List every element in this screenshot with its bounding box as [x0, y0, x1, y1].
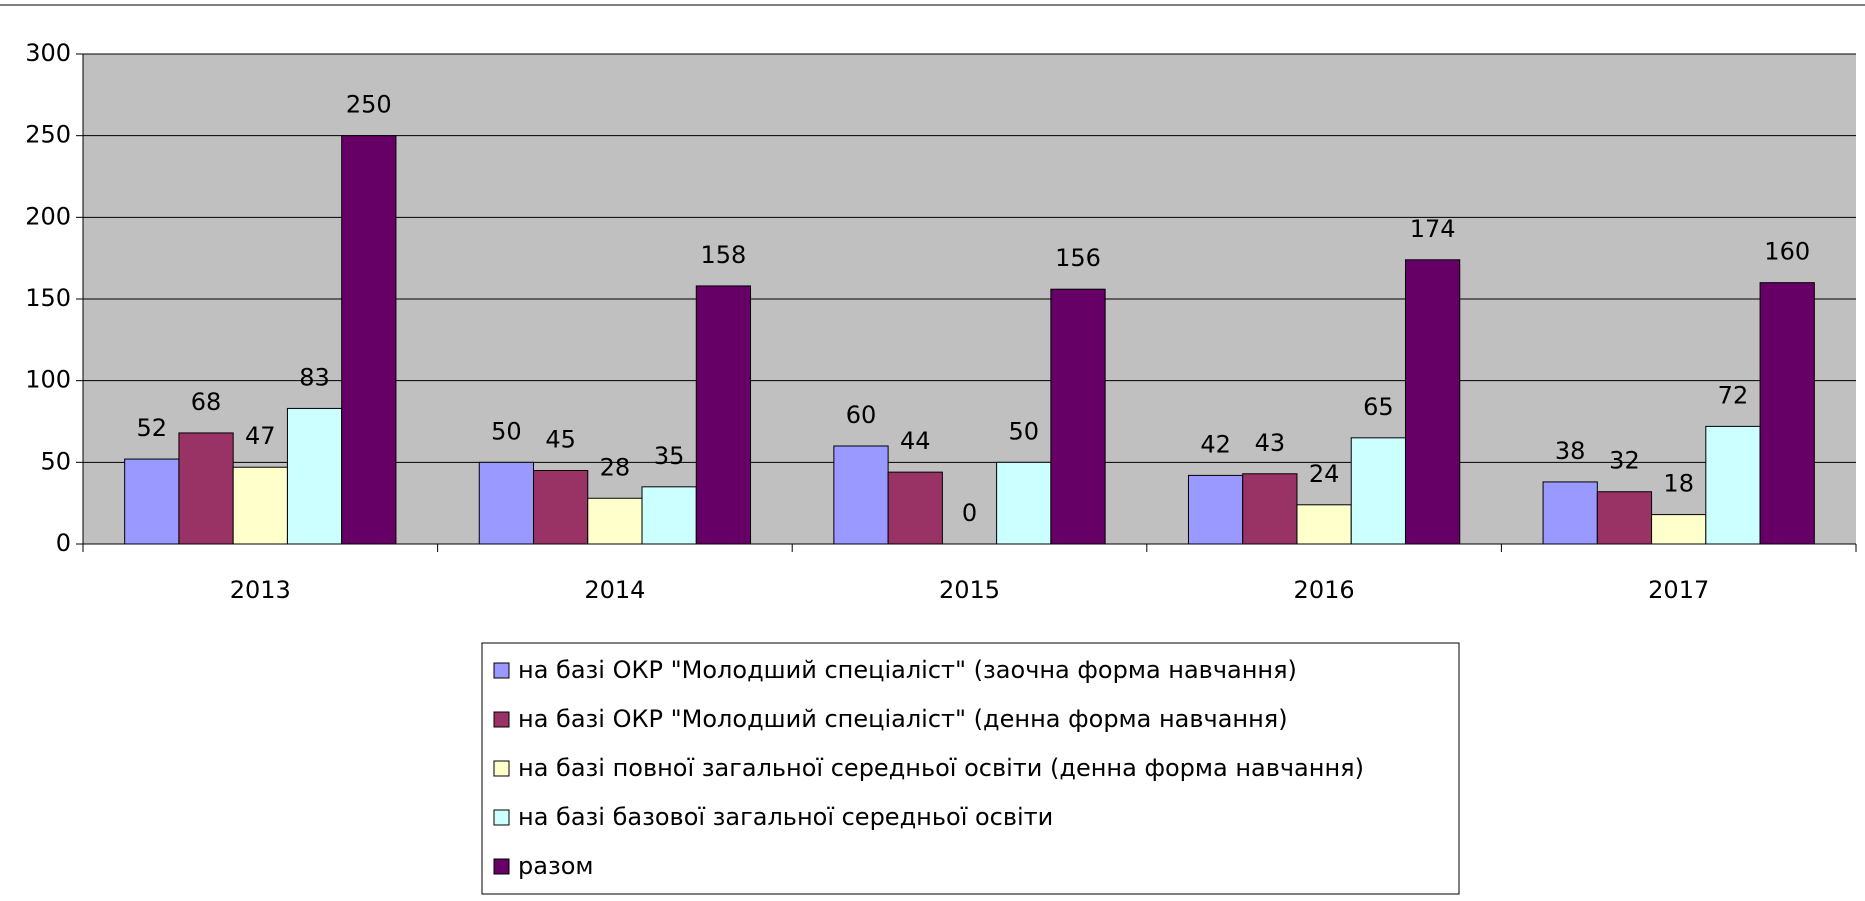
bar	[232, 466, 288, 545]
data-label: 32	[1609, 447, 1640, 475]
legend-label: разом	[518, 852, 594, 880]
bar	[1596, 491, 1653, 545]
legend-label: на базі повної загальної середньої освіт…	[518, 754, 1364, 782]
data-label: 72	[1718, 381, 1749, 409]
data-label: 47	[245, 422, 276, 450]
data-label: 42	[1200, 430, 1231, 458]
x-tick-label: 2013	[230, 576, 291, 604]
legend-label: на базі ОКР "Молодший спеціаліст" (заочн…	[518, 656, 1297, 684]
data-label: 50	[491, 417, 522, 445]
data-label: 24	[1309, 460, 1340, 488]
bar	[996, 461, 1052, 545]
bar	[178, 432, 234, 545]
legend-label: на базі базової загальної середньої осві…	[518, 803, 1053, 831]
data-label: 44	[900, 427, 931, 455]
bar	[478, 461, 535, 545]
bar	[1542, 481, 1598, 545]
bar	[341, 135, 397, 545]
x-tick-label: 2014	[584, 576, 645, 604]
bar	[887, 471, 943, 545]
legend-swatch	[493, 711, 510, 728]
data-label: 28	[600, 453, 631, 481]
legend-box	[481, 642, 1460, 895]
bar	[1705, 425, 1761, 545]
bar	[1187, 474, 1244, 545]
bar	[1296, 504, 1352, 545]
bar	[1050, 288, 1106, 545]
data-label: 45	[545, 426, 576, 454]
bar	[1404, 259, 1461, 545]
y-tick-label: 300	[25, 39, 71, 67]
y-tick-label: 100	[25, 366, 71, 394]
legend-swatch	[493, 809, 510, 826]
bar	[286, 407, 343, 545]
y-tick-label: 0	[56, 529, 71, 557]
x-tick-label: 2016	[1294, 576, 1355, 604]
data-label: 0	[962, 499, 977, 527]
bar	[833, 445, 889, 545]
data-label: 38	[1555, 437, 1586, 465]
data-label: 60	[846, 401, 877, 429]
data-label: 35	[654, 442, 685, 470]
data-label: 65	[1363, 393, 1394, 421]
y-tick-label: 50	[40, 447, 71, 475]
data-label: 50	[1008, 417, 1039, 445]
data-label: 160	[1764, 238, 1810, 266]
legend-swatch	[493, 858, 510, 875]
data-label: 68	[191, 388, 222, 416]
bar	[1651, 514, 1707, 545]
data-label: 52	[137, 414, 168, 442]
x-tick-label: 2015	[939, 576, 1000, 604]
x-tick-label: 2017	[1648, 576, 1709, 604]
bar	[1350, 437, 1406, 545]
data-label: 18	[1663, 470, 1694, 498]
y-tick-label: 250	[25, 121, 71, 149]
legend-label: на базі ОКР "Молодший спеціаліст" (денна…	[518, 705, 1288, 733]
bar	[533, 470, 589, 545]
data-label: 174	[1410, 215, 1456, 243]
data-label: 43	[1255, 429, 1286, 457]
data-label: 158	[701, 241, 747, 269]
legend-swatch	[493, 760, 510, 777]
data-label: 156	[1055, 244, 1101, 272]
bar	[641, 486, 697, 545]
y-tick-label: 200	[25, 202, 71, 230]
legend-swatch	[493, 662, 510, 679]
data-label: 83	[299, 363, 330, 391]
bar	[587, 497, 643, 545]
bar	[1242, 473, 1298, 545]
data-label: 250	[346, 91, 392, 119]
bar	[1759, 282, 1815, 545]
bar	[695, 285, 752, 545]
y-tick-label: 150	[25, 284, 71, 312]
bar	[124, 458, 180, 545]
